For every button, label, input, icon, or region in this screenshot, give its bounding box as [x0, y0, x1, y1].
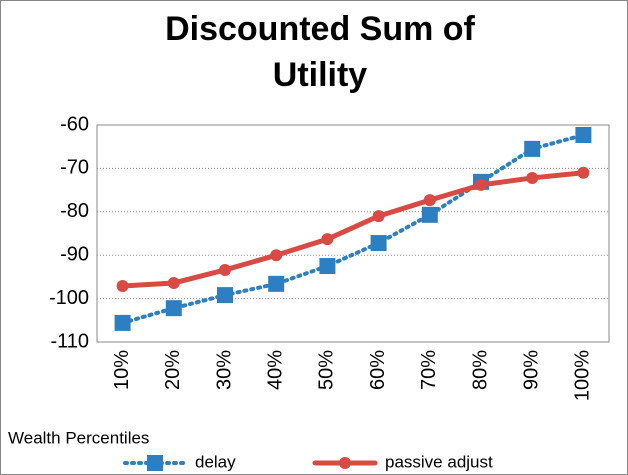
y-tick-label: -80 — [60, 200, 89, 222]
x-tick-label: 90% — [520, 350, 542, 390]
data-point — [167, 276, 180, 289]
data-point — [114, 314, 131, 331]
data-point — [423, 194, 436, 207]
data-point — [217, 287, 233, 304]
data-point — [526, 171, 539, 184]
x-tick-label: 10% — [111, 350, 133, 390]
x-tick-label: 70% — [418, 350, 440, 390]
data-point — [370, 235, 387, 252]
data-point — [321, 233, 334, 246]
data-point — [475, 178, 487, 191]
y-tick-label: -60 — [60, 113, 89, 135]
x-tick-label: 40% — [264, 350, 286, 390]
x-tick-label: 100% — [572, 350, 594, 401]
legend-label: delay — [195, 452, 236, 471]
y-tick-label: -70 — [60, 157, 89, 179]
data-point — [116, 280, 129, 293]
x-tick-label: 30% — [213, 350, 235, 390]
legend-marker — [147, 455, 163, 471]
x-tick-label: 50% — [316, 350, 338, 390]
data-point — [268, 275, 285, 292]
legend-label: passive adjust — [385, 452, 493, 471]
series-line — [120, 170, 586, 289]
y-tick-label: -110 — [50, 330, 89, 352]
x-tick-label: 20% — [162, 350, 184, 390]
data-point — [319, 258, 336, 275]
data-point — [372, 210, 385, 223]
series-line — [120, 132, 586, 325]
x-tick-label: 60% — [367, 350, 389, 390]
data-point — [270, 249, 283, 262]
data-point — [421, 206, 438, 223]
data-point — [575, 126, 592, 143]
data-point — [524, 140, 541, 157]
y-tick-label: -100 — [49, 287, 89, 309]
data-point — [165, 300, 182, 317]
legend-marker — [339, 457, 351, 469]
x-axis-label: Wealth Percentiles — [8, 428, 149, 447]
y-tick-label: -90 — [60, 243, 89, 265]
data-point — [577, 166, 590, 179]
data-point — [219, 263, 231, 276]
chart-title: Discounted Sum of Utility — [165, 10, 475, 94]
x-tick-label: 80% — [469, 350, 491, 390]
